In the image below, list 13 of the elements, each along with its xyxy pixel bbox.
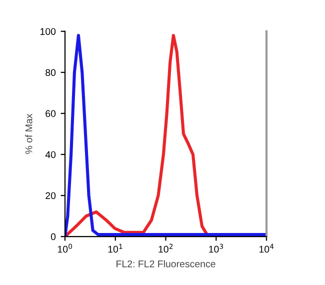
y-tick-label: 0 [50,233,56,240]
x-tick-label: 10$^{2}$ [158,244,173,253]
y-tick-label: 60 [46,110,56,118]
y-tick-label: 100 [40,28,56,35]
x-axis-title: FL2: FL2 Fluorescence [116,260,216,268]
x-tick-label: 10$^{3}$ [209,244,224,253]
x-tick-label: 10$^{4}$ [259,244,274,253]
x-tick-label: 10$^{0}$ [58,244,72,253]
y-axis-title: % of Max [25,114,32,154]
x-tick-label: 10$^{1}$ [108,244,122,253]
y-tick-label: 20 [46,192,56,200]
y-tick-label: 80 [46,69,56,76]
y-tick-label: 40 [45,151,56,158]
